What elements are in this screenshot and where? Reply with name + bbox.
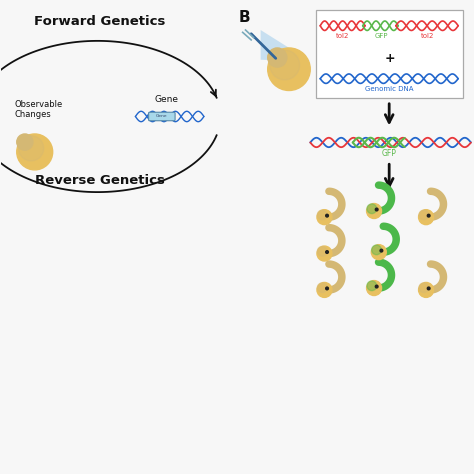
Circle shape xyxy=(326,287,328,290)
Text: Forward Genetics: Forward Genetics xyxy=(34,16,165,28)
Circle shape xyxy=(366,281,382,295)
Text: +: + xyxy=(384,52,395,65)
Circle shape xyxy=(270,50,300,80)
Circle shape xyxy=(17,134,33,150)
Circle shape xyxy=(317,283,327,292)
Text: Genomic DNA: Genomic DNA xyxy=(365,86,414,92)
Circle shape xyxy=(268,48,287,67)
Circle shape xyxy=(366,203,382,219)
Circle shape xyxy=(419,210,434,225)
Circle shape xyxy=(371,245,386,260)
FancyBboxPatch shape xyxy=(149,112,175,121)
Circle shape xyxy=(380,249,383,252)
Polygon shape xyxy=(261,30,310,61)
Text: tol2: tol2 xyxy=(336,33,349,38)
Circle shape xyxy=(428,214,430,217)
Text: Gene: Gene xyxy=(154,95,178,104)
Circle shape xyxy=(18,136,44,161)
Circle shape xyxy=(367,281,377,291)
Circle shape xyxy=(326,251,328,254)
Circle shape xyxy=(17,134,53,170)
Circle shape xyxy=(367,204,377,214)
Circle shape xyxy=(317,246,332,261)
Circle shape xyxy=(419,210,428,220)
Circle shape xyxy=(317,283,332,297)
Circle shape xyxy=(326,214,328,217)
Text: Observable
Changes: Observable Changes xyxy=(15,100,63,119)
Text: tol2: tol2 xyxy=(421,33,434,38)
Text: Reverse Genetics: Reverse Genetics xyxy=(35,174,165,187)
Text: GFP: GFP xyxy=(382,149,397,158)
Circle shape xyxy=(375,208,378,211)
Circle shape xyxy=(317,246,327,256)
Circle shape xyxy=(317,210,327,220)
FancyBboxPatch shape xyxy=(317,10,463,98)
Circle shape xyxy=(419,283,434,297)
Circle shape xyxy=(375,285,378,288)
Circle shape xyxy=(372,245,382,255)
Text: Gene: Gene xyxy=(156,115,168,118)
Circle shape xyxy=(419,283,428,292)
Circle shape xyxy=(268,48,310,91)
Circle shape xyxy=(317,210,332,225)
Text: B: B xyxy=(238,10,250,25)
Circle shape xyxy=(428,287,430,290)
Text: GFP: GFP xyxy=(375,33,388,38)
